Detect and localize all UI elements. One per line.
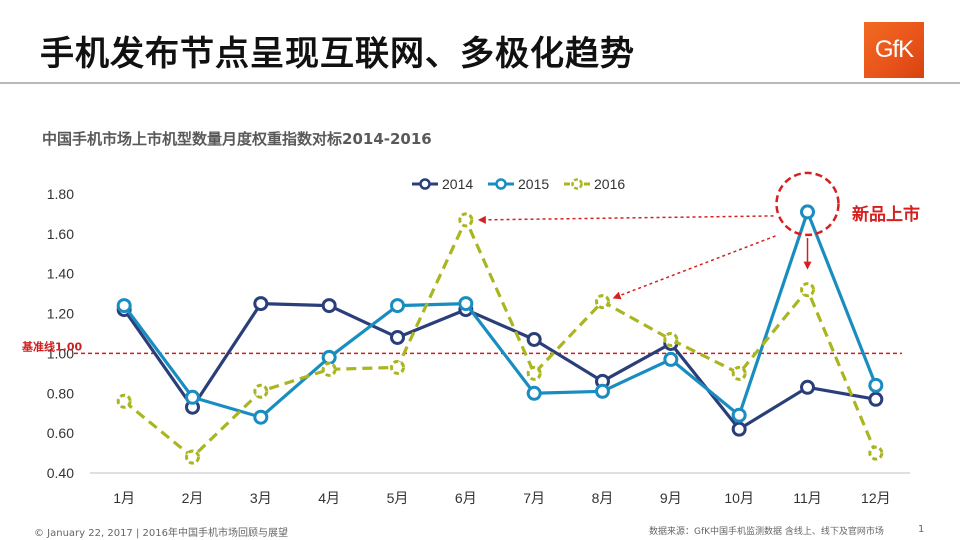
point-2016-11 [800,282,815,298]
y-tick-label-3: 1.00 [47,345,74,361]
x-tick-label-11: 12月 [861,490,891,506]
point-2016-10 [731,365,747,381]
y-tick-label-0: 0.40 [47,465,74,481]
x-tick-label-7: 8月 [592,490,614,506]
point-2016-7 [526,365,542,381]
gfk-logo: GfK [864,22,924,78]
point-2014-7 [526,331,542,347]
point-2014-12 [868,391,884,407]
x-tick-label-8: 9月 [660,490,682,506]
chart-title: 中国手机市场上市机型数量月度权重指数对标2014-2016 [42,130,432,148]
point-2015-2 [185,389,200,405]
series-line-2015 [122,210,878,419]
point-2014-10 [731,421,747,437]
point-2014-4 [321,298,337,314]
x-tick-label-10: 11月 [793,490,822,506]
x-tick-label-6: 7月 [523,490,545,506]
y-tick-label-4: 1.20 [47,306,74,322]
annotation-arrow-jun [477,215,774,224]
legend-label-2016: 2016 [594,176,625,192]
point-2015-4 [321,349,337,365]
x-tick-label-3: 4月 [318,490,340,506]
footer-source: 数据来源：GfK中国手机监测数据 含线上、线下及官网市场 [649,527,884,537]
point-2015-6 [458,296,474,312]
series-line-2016 [123,218,878,459]
page-number: 1 [918,524,925,535]
x-tick-label-4: 5月 [387,490,409,506]
annotation-label: 新品上市 [852,204,920,225]
footer-copyright: © January 22, 2017 | 2016年中国手机市场回顾与展望 [34,528,288,539]
title-divider [0,82,960,84]
y-tick-label-1: 0.60 [47,425,74,441]
baseline-label: 基准线1.00 [21,339,82,353]
x-tick-label-0: 1月 [113,490,135,506]
point-2016-4 [321,361,337,377]
y-tick-label-6: 1.60 [47,226,74,242]
point-2015-10 [731,407,747,423]
point-2016-9 [663,331,679,347]
legend-label-2014: 2014 [442,176,473,192]
point-2016-1 [116,393,132,409]
legend-marker-2015 [495,178,507,190]
slide-title: 手机发布节点呈现互联网、多极化趋势 [40,34,635,74]
y-tick-label-5: 1.40 [47,266,74,282]
point-2016-8 [595,294,610,310]
point-2016-5 [390,359,405,375]
point-2016-12 [868,445,884,461]
point-2015-3 [253,409,269,425]
point-2014-11 [800,379,815,395]
legend-marker-2016 [571,178,583,190]
point-2015-11 [800,204,815,220]
x-tick-label-9: 10月 [724,490,754,506]
series-layer [116,204,884,465]
point-2015-1 [116,298,132,314]
chart-legend: 2014 2015 2016 [412,176,625,192]
legend-marker-2014 [419,178,431,190]
x-tick-label-5: 6月 [455,490,477,506]
chart-axes: 0.40 0.60 0.80 1.00 1.20 1.40 1.60 1.80 1月 2月 3月 4月… [47,186,910,506]
legend-label-2015: 2015 [518,176,549,192]
point-2016-6 [458,212,474,228]
point-2015-8 [595,383,610,399]
point-2014-3 [253,296,269,312]
x-tick-label-1: 2月 [182,490,204,506]
point-2015-9 [663,351,679,367]
series-line-2014 [122,302,877,431]
point-2014-5 [390,329,405,345]
point-2015-12 [868,377,884,393]
y-tick-label-2: 0.80 [47,385,74,401]
annotation-circle [775,171,840,237]
point-2016-2 [185,449,200,465]
annotation-arrow-aug [612,235,776,300]
y-tick-label-7: 1.80 [47,186,74,202]
baseline-layer: 基准线1.00 [21,339,902,355]
point-2015-5 [390,298,405,314]
point-2016-3 [253,383,269,399]
annotation-layer: 新品上市 [477,171,920,300]
x-tick-label-2: 3月 [250,490,272,506]
point-2015-7 [526,385,542,401]
